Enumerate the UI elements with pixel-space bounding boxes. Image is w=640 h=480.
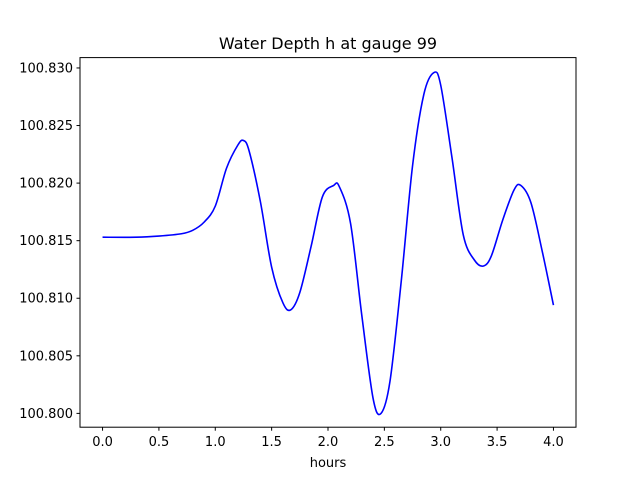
x-tick-label: 0.5 (149, 435, 170, 450)
y-tick-label: 100.810 (19, 292, 73, 307)
plot-frame (79, 57, 577, 428)
series-line (102, 71, 555, 416)
x-axis-ticks: 0.0 0.5 1.0 1.5 2.0 2.5 3.0 3.5 4.0 (92, 427, 564, 450)
y-tick-label: 100.805 (19, 349, 73, 364)
x-tick-label: 3.0 (430, 435, 451, 450)
x-axis-label: hours (310, 456, 347, 471)
x-tick-label: 2.5 (374, 435, 395, 450)
x-tick-label: 0.0 (92, 435, 113, 450)
x-tick-label: 2.0 (318, 435, 339, 450)
chart-title: Water Depth h at gauge 99 (219, 34, 437, 53)
y-tick-label: 100.830 (19, 61, 73, 76)
x-tick-label: 4.0 (543, 435, 564, 450)
plot-series (102, 71, 555, 416)
y-tick-label: 100.815 (19, 234, 73, 249)
y-tick-label: 100.800 (19, 407, 73, 422)
x-tick-label: 1.5 (261, 435, 282, 450)
y-tick-label: 100.825 (19, 119, 73, 134)
x-tick-label: 3.5 (487, 435, 508, 450)
x-tick-label: 1.0 (205, 435, 226, 450)
y-axis-ticks: 100.800 100.805 100.810 100.815 100.820 100.8… (19, 61, 80, 422)
y-tick-label: 100.820 (19, 177, 73, 192)
